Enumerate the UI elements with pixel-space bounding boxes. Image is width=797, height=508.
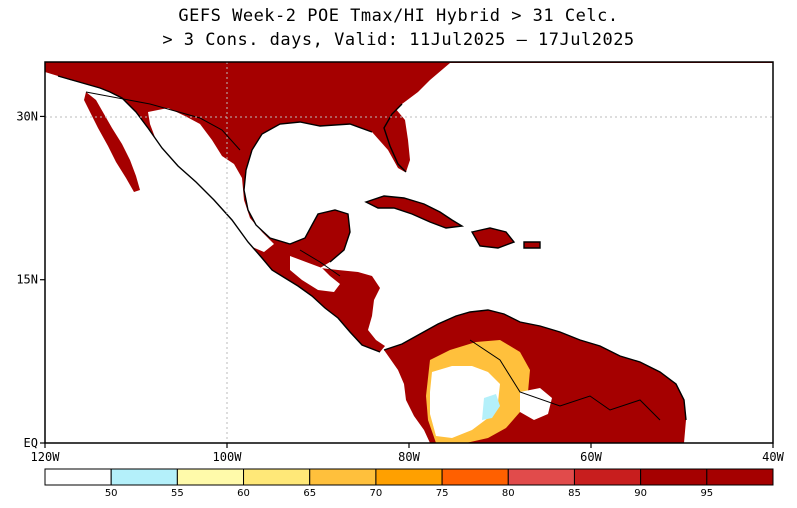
colorbar-label: 95 [700,488,713,499]
colombia-very-low-prob [430,366,500,438]
mexico-low-prob [148,108,274,252]
colorbar-swatch [176,468,245,486]
cuba-land [366,196,462,228]
colorbar-label: 65 [303,488,316,499]
colorbar-swatch [110,468,178,486]
colorbar-label: 60 [237,488,250,499]
florida-land [380,108,410,172]
lat-tick-label: 15N [16,273,38,287]
lat-tick-label: EQ [24,436,38,450]
colorbar: 50 55 60 65 70 75 80 85 90 95 [44,468,774,499]
colorbar-swatch [309,468,377,486]
coastline-south-america [383,309,687,421]
map-layer [45,62,773,443]
colorbar-swatch [441,468,509,486]
lat-tick-label: 30N [16,109,38,123]
colorbar-label: 85 [568,488,581,499]
coastlines [57,75,687,421]
venezuela-white [520,388,552,420]
gridlines [45,62,773,443]
lon-tick-label: 40W [762,450,784,464]
colorbar-swatch [243,468,311,486]
colorbar-label: 90 [634,488,647,499]
title-line-2: > 3 Cons. days, Valid: 11Jul2025 – 17Jul… [162,30,635,50]
baja-california-land [84,92,140,192]
puerto-rico-land [524,242,540,248]
colorbar-swatch [375,468,443,486]
colorbar-label: 55 [171,488,184,499]
title-line-1: GEFS Week-2 POE Tmax/HI Hybrid > 31 Celc… [178,6,619,26]
colorbar-label: 75 [436,488,449,499]
north-america-land [45,62,773,352]
lon-tick-label: 60W [580,450,602,464]
lon-tick-label: 100W [213,450,243,464]
colorbar-swatch [640,468,708,486]
colorbar-swatch [706,468,774,486]
central-america-low-prob [290,256,340,292]
colorbar-swatch [507,468,575,486]
colorbar-label: 80 [502,488,515,499]
amazon-light-blue [482,394,500,420]
lon-tick-label: 120W [31,450,61,464]
coastline-gulf [243,103,407,263]
hispaniola-land [472,228,514,248]
colorbar-label: 50 [105,488,118,499]
colorbar-label: 70 [370,488,383,499]
colorbar-swatch [44,468,112,486]
colorbar-swatch [573,468,642,486]
border-lines [85,91,661,421]
coastline-caribbean-islands [364,195,541,249]
lon-tick-label: 80W [398,450,420,464]
coastline-north-america [57,75,381,353]
